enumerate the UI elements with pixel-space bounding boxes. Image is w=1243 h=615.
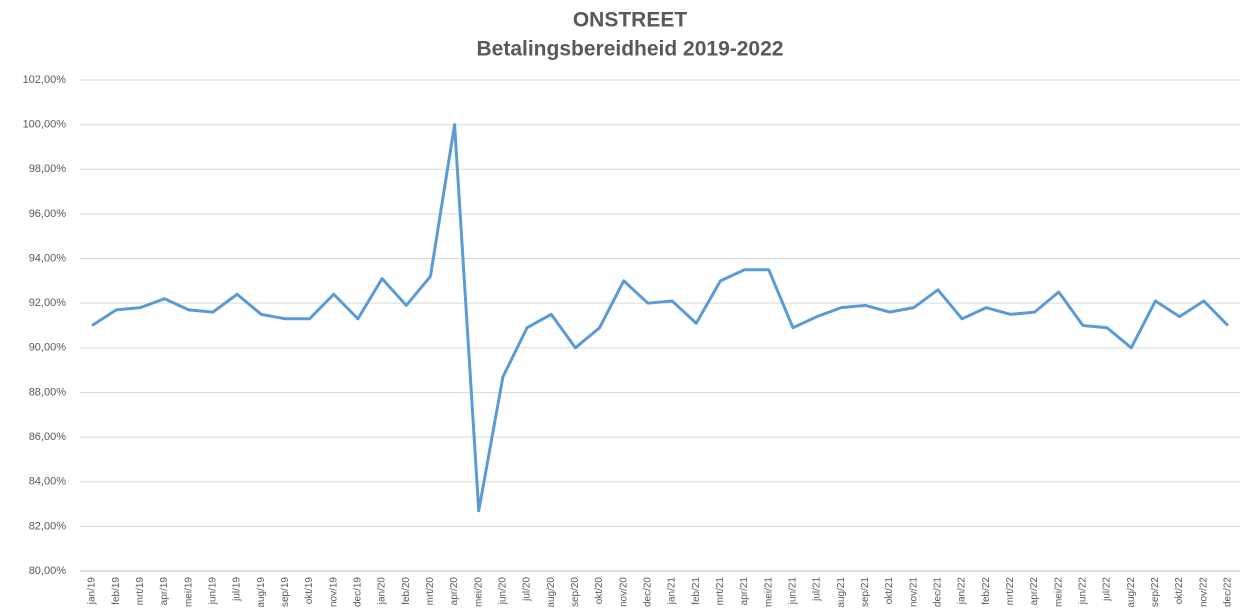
x-tick-label: jun/20 xyxy=(498,577,509,606)
x-tick-label: feb/21 xyxy=(691,577,702,605)
x-tick-label: feb/20 xyxy=(401,577,412,605)
x-tick-label: mei/22 xyxy=(1053,577,1064,607)
x-tick-label: mei/19 xyxy=(183,577,194,607)
x-tick-label: jan/22 xyxy=(957,577,968,606)
x-tick-label: mrt/21 xyxy=(715,577,726,606)
chart-subtitle: Betalingsbereidheid 2019-2022 xyxy=(477,38,784,61)
x-tick-label: feb/22 xyxy=(981,577,992,605)
x-tick-label: nov/20 xyxy=(618,577,629,607)
y-tick-label: 94,00% xyxy=(29,252,67,264)
x-tick-label: dec/21 xyxy=(933,577,944,607)
x-tick-label: apr/22 xyxy=(1029,577,1040,606)
x-tick-label: nov/22 xyxy=(1198,577,1209,607)
x-tick-label: okt/21 xyxy=(884,577,895,605)
x-tick-label: nov/19 xyxy=(328,577,339,607)
y-tick-label: 86,00% xyxy=(29,431,67,443)
x-tick-label: aug/20 xyxy=(546,577,557,608)
x-tick-label: aug/21 xyxy=(836,577,847,608)
x-tick-label: jul/20 xyxy=(522,577,533,602)
x-tick-label: mrt/19 xyxy=(135,577,146,606)
x-tick-label: sep/19 xyxy=(280,577,291,607)
x-tick-label: mrt/22 xyxy=(1005,577,1016,606)
x-tick-label: mei/20 xyxy=(473,577,484,607)
x-tick-label: nov/21 xyxy=(908,577,919,607)
x-tick-label: dec/22 xyxy=(1223,577,1234,607)
x-tick-label: aug/22 xyxy=(1126,577,1137,608)
y-tick-label: 90,00% xyxy=(29,342,67,354)
x-tick-label: okt/19 xyxy=(304,577,315,605)
y-tick-label: 80,00% xyxy=(29,565,67,577)
x-tick-label: apr/21 xyxy=(739,577,750,606)
x-tick-label: mrt/20 xyxy=(425,577,436,606)
x-tick-label: jul/21 xyxy=(812,577,823,602)
x-tick-label: jul/22 xyxy=(1102,577,1113,602)
y-tick-label: 102,00% xyxy=(23,74,67,86)
data-line xyxy=(91,123,1229,513)
chart-title: ONSTREET xyxy=(573,9,688,32)
x-tick-label: mei/21 xyxy=(763,577,774,607)
x-tick-label: jun/21 xyxy=(788,577,799,606)
x-tick-label: apr/19 xyxy=(159,577,170,606)
x-tick-label: sep/21 xyxy=(860,577,871,607)
y-tick-label: 92,00% xyxy=(29,297,67,309)
x-tick-label: jan/21 xyxy=(667,577,678,606)
y-tick-label: 96,00% xyxy=(29,208,67,220)
x-tick-label: dec/19 xyxy=(353,577,364,607)
x-tick-label: feb/19 xyxy=(111,577,122,605)
y-tick-label: 98,00% xyxy=(29,163,67,175)
x-tick-label: apr/20 xyxy=(449,577,460,606)
x-tick-label: sep/20 xyxy=(570,577,581,607)
x-tick-label: okt/22 xyxy=(1174,577,1185,605)
x-tick-label: jun/19 xyxy=(208,577,219,606)
y-tick-label: 100,00% xyxy=(23,119,67,131)
x-tick-label: jan/20 xyxy=(377,577,388,606)
x-tick-label: sep/22 xyxy=(1150,577,1161,607)
y-tick-label: 84,00% xyxy=(29,476,67,488)
x-tick-label: jan/19 xyxy=(87,577,98,606)
y-tick-label: 82,00% xyxy=(29,520,67,532)
x-tick-label: jul/19 xyxy=(232,577,243,602)
x-tick-label: jun/22 xyxy=(1078,577,1089,606)
x-tick-label: dec/20 xyxy=(643,577,654,607)
x-tick-label: okt/20 xyxy=(594,577,605,605)
x-tick-label: aug/19 xyxy=(256,577,267,608)
y-tick-label: 88,00% xyxy=(29,386,67,398)
